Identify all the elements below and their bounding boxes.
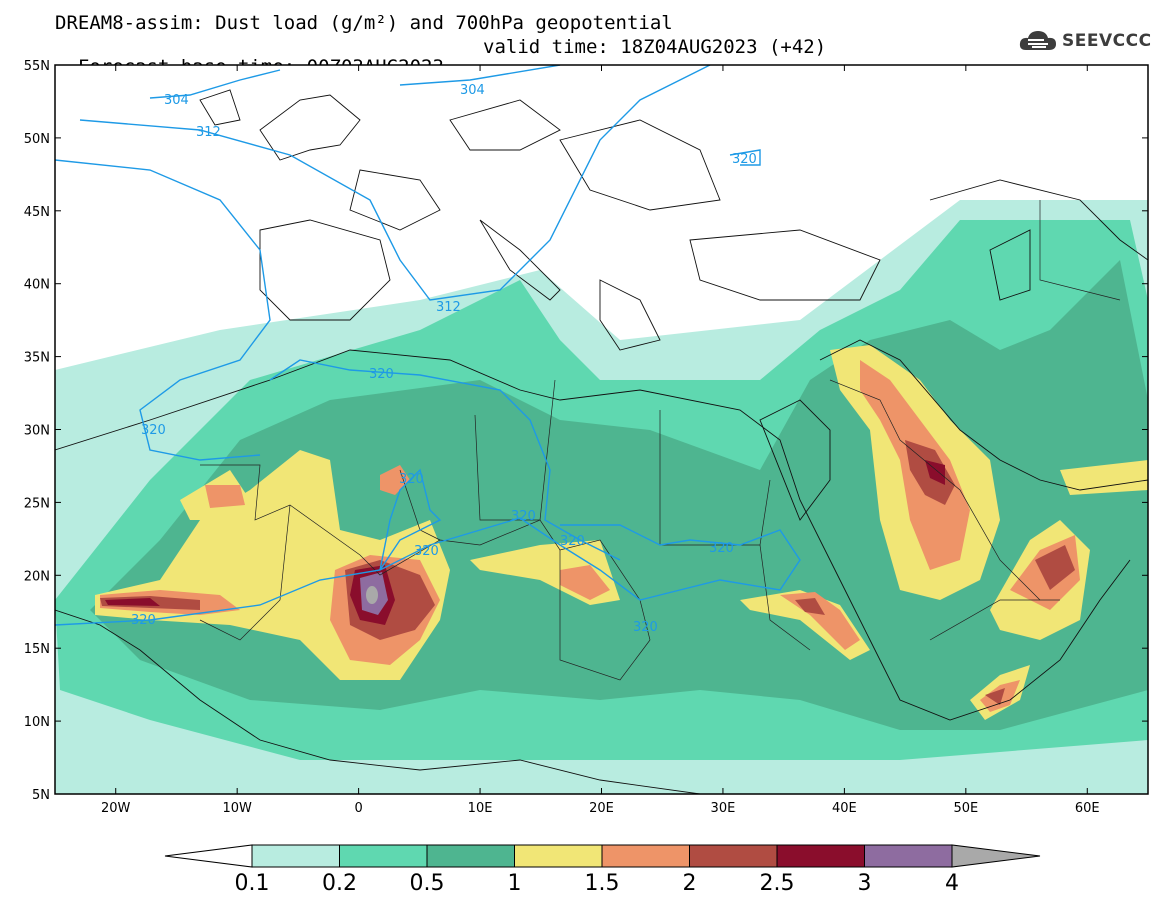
dust-band-2.5 (105, 598, 160, 606)
cloud-icon (1019, 31, 1056, 50)
colorbar-swatch (339, 844, 428, 868)
contour-label: 320 (511, 509, 536, 524)
colorbar-label: 0.2 (322, 871, 357, 896)
colorbar-label: 1.5 (585, 871, 620, 896)
contour-label: 304 (164, 93, 189, 108)
contour-label: 320 (399, 472, 424, 487)
longitude-tick-label: 30E (711, 801, 736, 816)
contour-label: 320 (131, 613, 156, 628)
contour-label: 320 (369, 367, 394, 382)
map-title: DREAM8-assim: Dust load (g/m²) and 700hP… (55, 12, 673, 34)
longitude-axis: 20W 10W 0 10E 20E 30E 40E 50E 60E (101, 65, 1100, 816)
contour-label: 312 (196, 125, 221, 140)
latitude-tick-label: 50N (24, 132, 50, 147)
contour-label: 320 (633, 620, 658, 635)
latitude-tick-label: 5N (32, 788, 50, 803)
latitude-tick-label: 25N (24, 496, 50, 511)
colorbar-label: 1 (508, 871, 522, 896)
contour-label: 320 (414, 544, 439, 559)
colorbar-label: 2.5 (760, 871, 795, 896)
colorbar-swatch (251, 844, 340, 868)
contour-304-east (399, 65, 561, 86)
longitude-tick-label: 20W (101, 801, 131, 816)
latitude-tick-label: 35N (24, 351, 50, 366)
latitude-tick-label: 20N (24, 569, 50, 584)
latitude-tick-label: 55N (24, 59, 50, 74)
contour-312-2 (55, 159, 271, 461)
country-borders (199, 200, 1121, 681)
geopotential-contours (55, 65, 801, 626)
latitude-tick-label: 30N (24, 424, 50, 439)
longitude-tick-label: 10E (468, 801, 493, 816)
contour-320-east (729, 149, 761, 166)
colorbar-swatch (514, 844, 603, 868)
latitude-axis: 55N 50N 45N 40N 35N 30N 25N 20N 15N 10N 5N (24, 59, 1148, 803)
colorbar-swatch (864, 844, 953, 868)
contour-304-west (149, 69, 281, 99)
longitude-tick-label: 60E (1075, 801, 1100, 816)
colorbar-label: 0.1 (235, 871, 270, 896)
seevccc-logo: SEEVCCC (1018, 26, 1152, 56)
contour-320-inner (379, 468, 442, 571)
contour-label: 320 (709, 541, 734, 556)
logo-text: SEEVCCC (1062, 31, 1152, 51)
longitude-tick-label: 50E (953, 801, 978, 816)
colorbar-swatch (601, 844, 690, 868)
coastlines (55, 89, 1148, 794)
latitude-tick-label: 10N (24, 715, 50, 730)
colorbar: 0.1 0.2 0.5 1 1.5 2 2.5 3 4 (164, 844, 1041, 896)
contour-label: 320 (560, 534, 585, 549)
valid-time: valid time: 18Z04AUG2023 (+42) (483, 36, 827, 58)
latitude-tick-label: 15N (24, 642, 50, 657)
colorbar-over-arrow (951, 844, 1041, 868)
colorbar-under-arrow (164, 844, 253, 868)
latitude-tick-label: 45N (24, 205, 50, 220)
contour-label: 304 (460, 83, 485, 98)
colorbar-swatch (776, 844, 865, 868)
colorbar-label: 2 (683, 871, 697, 896)
contour-labels: 304 312 320 304 312 320 320 320 320 320 … (131, 83, 757, 635)
colorbar-label: 4 (945, 871, 959, 896)
longitude-tick-label: 0 (354, 801, 362, 816)
contour-320-main (55, 517, 801, 626)
colorbar-swatch (426, 844, 515, 868)
longitude-tick-label: 20E (589, 801, 614, 816)
latitude-tick-label: 40N (24, 278, 50, 293)
longitude-tick-label: 10W (222, 801, 252, 816)
colorbar-swatch (689, 844, 778, 868)
contour-312 (79, 65, 711, 301)
longitude-tick-label: 40E (832, 801, 857, 816)
map-field (55, 65, 1148, 794)
contour-label: 312 (436, 300, 461, 315)
contour-label: 320 (141, 423, 166, 438)
colorbar-label: 3 (858, 871, 872, 896)
contour-320-north (269, 359, 621, 561)
colorbar-label: 0.5 (410, 871, 445, 896)
contour-label: 320 (732, 152, 757, 167)
dust-band-4 (366, 586, 378, 604)
